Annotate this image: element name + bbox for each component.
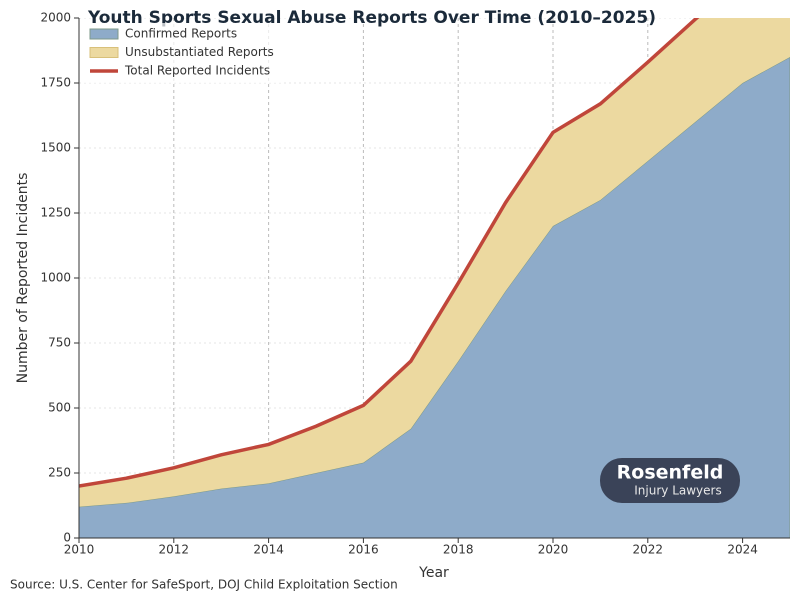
- watermark-logo: Rosenfeld Injury Lawyers: [600, 458, 740, 503]
- line: [79, 18, 700, 488]
- x-axis-label: Year: [418, 565, 449, 581]
- x-tick-label: 2020: [538, 543, 569, 557]
- y-tick-label: 2000: [40, 11, 71, 25]
- plot-area: [79, 18, 790, 538]
- source-note: Source: U.S. Center for SafeSport, DOJ C…: [10, 578, 398, 592]
- logo-tagline: Injury Lawyers: [634, 484, 721, 498]
- x-tick-label: 2024: [727, 543, 758, 557]
- legend: Confirmed Reports Unsubstantiated Reports…: [83, 23, 283, 83]
- area: [79, 18, 790, 507]
- legend-label: Total Reported Incidents: [124, 64, 270, 78]
- x-tick-label: 2012: [159, 543, 190, 557]
- y-tick-label: 0: [63, 531, 71, 545]
- x-tick-label: 2018: [443, 543, 474, 557]
- x-tick-label: 2016: [348, 543, 379, 557]
- logo-badge: [600, 458, 740, 503]
- y-tick-label: 1250: [40, 206, 71, 220]
- legend-label: Confirmed Reports: [125, 27, 237, 41]
- x-tick-label: 2014: [253, 543, 284, 557]
- x-tick-label: 2010: [64, 543, 95, 557]
- legend-swatch: [89, 47, 119, 58]
- y-tick-label: 1750: [40, 76, 71, 90]
- y-tick-label: 1000: [40, 271, 71, 285]
- x-tick-label: 2022: [633, 543, 664, 557]
- y-tick-label: 250: [48, 466, 71, 480]
- legend-swatch: [89, 28, 119, 40]
- y-tick-label: 1500: [40, 141, 71, 155]
- y-axis-label: Number of Reported Incidents: [15, 173, 31, 384]
- axes: 0 250 500 750 1000 1250 1500 1750 2000 2010 2012 20…: [40, 11, 790, 557]
- y-tick-label: 750: [48, 336, 71, 350]
- legend-label: Unsubstantiated Reports: [125, 45, 274, 59]
- y-tick-label: 500: [48, 401, 71, 415]
- logo-name: Rosenfeld: [617, 462, 724, 484]
